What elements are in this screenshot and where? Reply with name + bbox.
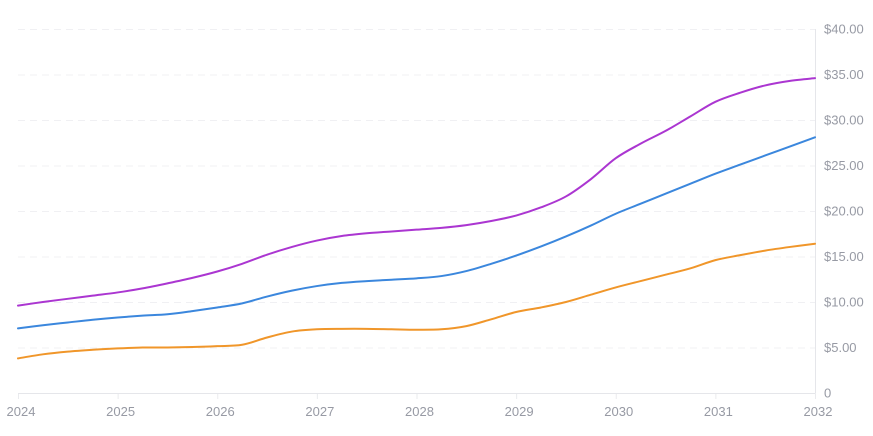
x-axis-label: 2024: [7, 404, 36, 419]
x-axis-label: 2027: [305, 404, 334, 419]
x-axis-label: 2025: [106, 404, 135, 419]
y-axis-label: $25.00: [824, 158, 864, 173]
y-axis-label: $10.00: [824, 295, 864, 310]
y-axis-label: $20.00: [824, 204, 864, 219]
y-axis-label: 0: [824, 386, 831, 401]
x-axis-label: 2030: [604, 404, 633, 419]
y-axis-label: $40.00: [824, 22, 864, 37]
x-axis-label: 2028: [405, 404, 434, 419]
y-axis-label: $15.00: [824, 249, 864, 264]
y-axis-label: $5.00: [824, 340, 857, 355]
x-axis-label: 2029: [505, 404, 534, 419]
y-axis-label: $35.00: [824, 67, 864, 82]
series-purple-line[interactable]: [17, 77, 816, 307]
series-blue-line[interactable]: [17, 136, 816, 330]
x-axis-label: 2031: [704, 404, 733, 419]
y-axis-label: $30.00: [824, 113, 864, 128]
x-axis-label: 2032: [804, 404, 833, 419]
x-axis-label: 2026: [206, 404, 235, 419]
series-orange-line[interactable]: [17, 242, 816, 360]
